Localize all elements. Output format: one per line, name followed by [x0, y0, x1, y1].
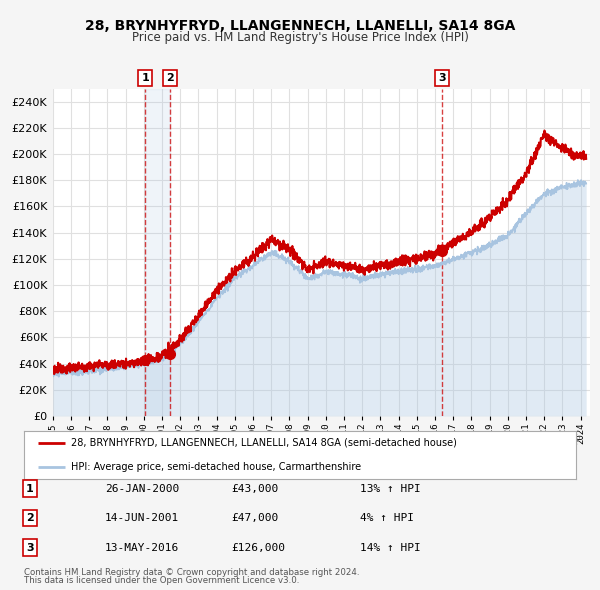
- Text: 2: 2: [26, 513, 34, 523]
- Text: 28, BRYNHYFRYD, LLANGENNECH, LLANELLI, SA14 8GA (semi-detached house): 28, BRYNHYFRYD, LLANGENNECH, LLANELLI, S…: [71, 438, 457, 448]
- Text: 28, BRYNHYFRYD, LLANGENNECH, LLANELLI, SA14 8GA: 28, BRYNHYFRYD, LLANGENNECH, LLANELLI, S…: [85, 19, 515, 33]
- Bar: [145, 88, 170, 416]
- Text: 26-JAN-2000: 26-JAN-2000: [105, 484, 179, 493]
- Text: This data is licensed under the Open Government Licence v3.0.: This data is licensed under the Open Gov…: [24, 576, 299, 585]
- Text: Price paid vs. HM Land Registry's House Price Index (HPI): Price paid vs. HM Land Registry's House …: [131, 31, 469, 44]
- Text: 1: 1: [141, 73, 149, 83]
- Text: 1: 1: [26, 484, 34, 493]
- Text: 2: 2: [166, 73, 174, 83]
- Text: 4% ↑ HPI: 4% ↑ HPI: [360, 513, 414, 523]
- Text: 13% ↑ HPI: 13% ↑ HPI: [360, 484, 421, 493]
- Text: 14% ↑ HPI: 14% ↑ HPI: [360, 543, 421, 552]
- Text: 13-MAY-2016: 13-MAY-2016: [105, 543, 179, 552]
- Text: £47,000: £47,000: [231, 513, 278, 523]
- Text: HPI: Average price, semi-detached house, Carmarthenshire: HPI: Average price, semi-detached house,…: [71, 462, 361, 472]
- Text: 14-JUN-2001: 14-JUN-2001: [105, 513, 179, 523]
- Text: £126,000: £126,000: [231, 543, 285, 552]
- Text: 3: 3: [26, 543, 34, 552]
- Text: 3: 3: [438, 73, 446, 83]
- Text: £43,000: £43,000: [231, 484, 278, 493]
- Text: Contains HM Land Registry data © Crown copyright and database right 2024.: Contains HM Land Registry data © Crown c…: [24, 568, 359, 577]
